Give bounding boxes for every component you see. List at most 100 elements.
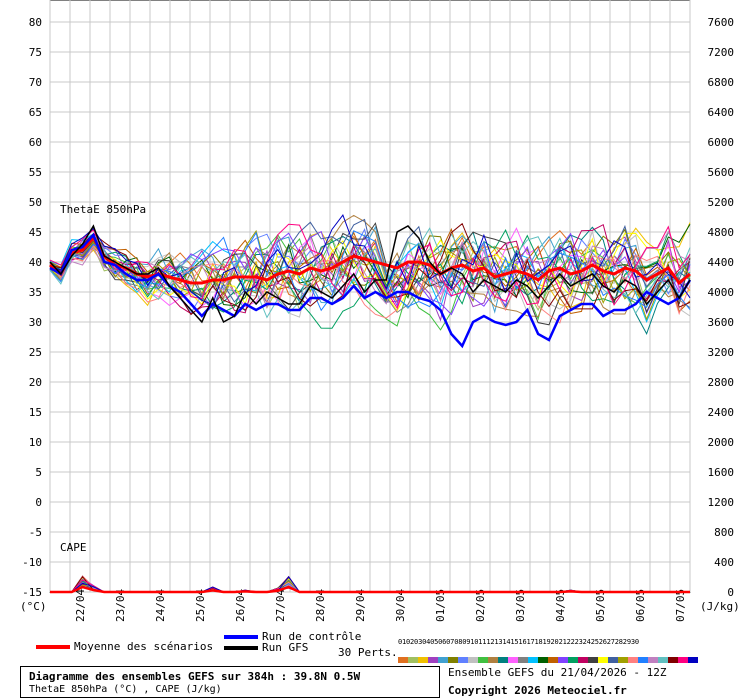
pert-swatch	[478, 657, 488, 663]
x-tick-label: 27/04	[274, 589, 287, 622]
legend-gfs: Run GFS	[224, 641, 308, 654]
left-tick-label: 45	[29, 226, 42, 239]
legend-perts-label: 30 Perts.	[338, 646, 398, 659]
cape-mean-line	[50, 585, 690, 594]
pert-swatch	[528, 657, 538, 663]
right-tick-label: 2800	[708, 376, 735, 389]
pert-swatch	[638, 657, 648, 663]
pert-swatch	[488, 657, 498, 663]
panel-label-cape: CAPE	[60, 541, 87, 554]
pert-line	[49, 222, 691, 308]
x-tick-label: 28/04	[314, 589, 327, 622]
pert-swatch	[648, 657, 658, 663]
left-tick-label: 15	[29, 406, 42, 419]
right-tick-label: 800	[714, 526, 734, 539]
left-tick-label: 20	[29, 376, 42, 389]
pert-swatch	[398, 657, 408, 663]
x-tick-label: 03/05	[514, 589, 527, 622]
left-tick-label: 65	[29, 106, 42, 119]
x-tick-label: 04/05	[554, 589, 567, 622]
right-tick-label: 2400	[708, 406, 735, 419]
pert-swatch	[428, 657, 438, 663]
pert-swatch	[518, 657, 528, 663]
right-tick-label: 7600	[708, 16, 735, 29]
pert-swatch	[678, 657, 688, 663]
x-tick-label: 02/05	[474, 589, 487, 622]
x-tick-label: 26/04	[234, 589, 247, 622]
pert-swatch	[568, 657, 578, 663]
pert-line	[49, 229, 691, 318]
pert-swatch	[548, 657, 558, 663]
pert-swatch	[468, 657, 478, 663]
pert-swatch	[538, 657, 548, 663]
legend: Moyenne des scénarios Run de contrôle Ru…	[0, 628, 740, 663]
pert-line	[49, 232, 691, 312]
mean-swatch	[36, 645, 70, 649]
right-tick-label: 400	[714, 556, 734, 569]
pert-swatch	[668, 657, 678, 663]
left-unit-label: (°C)	[20, 600, 47, 613]
footer-title: Diagramme des ensembles GEFS sur 384h : …	[29, 670, 361, 683]
pert-swatch	[598, 657, 608, 663]
run-info: Ensemble GEFS du 21/04/2026 - 12Z	[448, 666, 667, 679]
right-tick-label: 3600	[708, 316, 735, 329]
right-tick-label: 1600	[708, 466, 735, 479]
pert-swatch	[578, 657, 588, 663]
pert-swatch	[498, 657, 508, 663]
pert-swatch	[688, 657, 698, 663]
right-tick-label: 0	[727, 586, 734, 599]
legend-control: Run de contrôle	[224, 630, 361, 643]
footer-subtitle: ThetaE 850hPa (°C) , CAPE (J/kg)	[29, 684, 222, 695]
left-tick-label: 25	[29, 346, 42, 359]
pert-line	[49, 229, 691, 329]
right-tick-label: 2000	[708, 436, 735, 449]
left-tick-label: 35	[29, 286, 42, 299]
x-tick-label: 29/04	[354, 589, 367, 622]
left-tick-label: 75	[29, 46, 42, 59]
pert-swatch	[628, 657, 638, 663]
panel-label-theta: ThetaE 850hPa	[60, 203, 146, 216]
x-tick-label: 23/04	[114, 589, 127, 622]
legend-control-label: Run de contrôle	[262, 630, 362, 643]
x-tick-label: 06/05	[634, 589, 647, 622]
right-tick-label: 5200	[708, 196, 735, 209]
gfs-swatch	[224, 646, 258, 650]
left-tick-label: 40	[29, 256, 42, 269]
pert-swatch	[618, 657, 628, 663]
legend-mean: Moyenne des scénarios	[36, 640, 213, 653]
copyright: Copyright 2026 Meteociel.fr	[448, 684, 627, 697]
pert-line	[49, 240, 691, 324]
pert-swatches	[398, 648, 698, 667]
pert-swatch	[408, 657, 418, 663]
x-tick-label: 22/04	[74, 589, 87, 622]
x-tick-label: 30/04	[394, 589, 407, 622]
pert-line	[49, 230, 691, 316]
left-tick-label: 70	[29, 76, 42, 89]
pert-line	[49, 213, 691, 306]
pert-swatch	[508, 657, 518, 663]
pert-line	[49, 218, 691, 311]
pert-swatch	[418, 657, 428, 663]
left-tick-label: 30	[29, 316, 42, 329]
pert-numbers: 0102030405060708091011121314151617181920…	[398, 638, 639, 646]
left-tick-label: -5	[29, 526, 42, 539]
pert-line	[49, 227, 691, 319]
x-tick-label: 25/04	[194, 589, 207, 622]
pert-swatch	[558, 657, 568, 663]
legend-mean-label: Moyenne des scénarios	[74, 640, 214, 653]
x-tick-label: 01/05	[434, 589, 447, 622]
series-line	[49, 224, 691, 324]
left-tick-label: 55	[29, 166, 42, 179]
legend-gfs-label: Run GFS	[262, 641, 309, 654]
pert-swatch	[608, 657, 618, 663]
pert-swatch	[458, 657, 468, 663]
x-tick-label: 24/04	[154, 589, 167, 622]
pert-line	[49, 227, 691, 308]
right-tick-label: 3200	[708, 346, 735, 359]
right-tick-label: 6400	[708, 106, 735, 119]
right-tick-label: 6000	[708, 136, 735, 149]
right-tick-label: 4800	[708, 226, 735, 239]
left-tick-label: -10	[22, 556, 42, 569]
pert-line	[49, 223, 691, 315]
